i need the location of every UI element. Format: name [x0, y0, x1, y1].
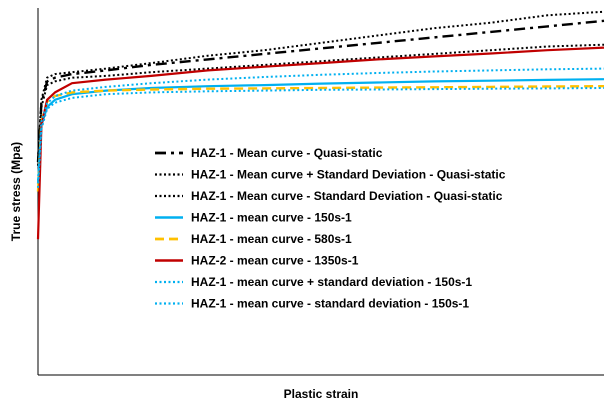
series-line-6 [36, 46, 605, 240]
legend-label-3: HAZ-1 - Mean curve - Standard Deviation … [191, 189, 503, 203]
series-line-8 [37, 87, 605, 188]
series-line-5 [36, 85, 605, 192]
legend-label-1: HAZ-1 - Mean curve - Quasi-static [191, 146, 383, 160]
plot-area [36, 8, 605, 376]
legend-label-2: HAZ-1 - Mean curve + Standard Deviation … [191, 168, 506, 182]
legend-label-7: HAZ-1 - mean curve + standard deviation … [191, 275, 472, 289]
x-axis-label: Plastic strain [284, 387, 359, 401]
series-line-2 [37, 10, 605, 159]
series-line-3 [37, 43, 605, 166]
legend-label-8: HAZ-1 - mean curve - standard deviation … [191, 297, 469, 311]
series-line-4 [36, 78, 605, 185]
series-line-1 [36, 19, 605, 163]
legend-label-6: HAZ-2 - mean curve - 1350s-1 [191, 254, 359, 268]
series-layer [36, 10, 605, 240]
legend-label-5: HAZ-1 - mean curve - 580s-1 [191, 232, 352, 246]
legend: HAZ-1 - Mean curve - Quasi-static HAZ-1 -… [155, 146, 506, 311]
legend-label-4: HAZ-1 - mean curve - 150s-1 [191, 211, 352, 225]
series-line-7 [37, 67, 605, 181]
y-axis-label: True stress (Mpa) [9, 142, 23, 241]
